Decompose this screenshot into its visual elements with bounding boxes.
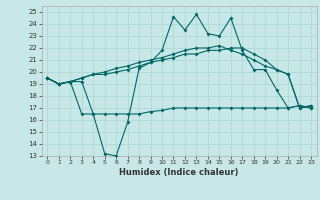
X-axis label: Humidex (Indice chaleur): Humidex (Indice chaleur)	[119, 168, 239, 177]
